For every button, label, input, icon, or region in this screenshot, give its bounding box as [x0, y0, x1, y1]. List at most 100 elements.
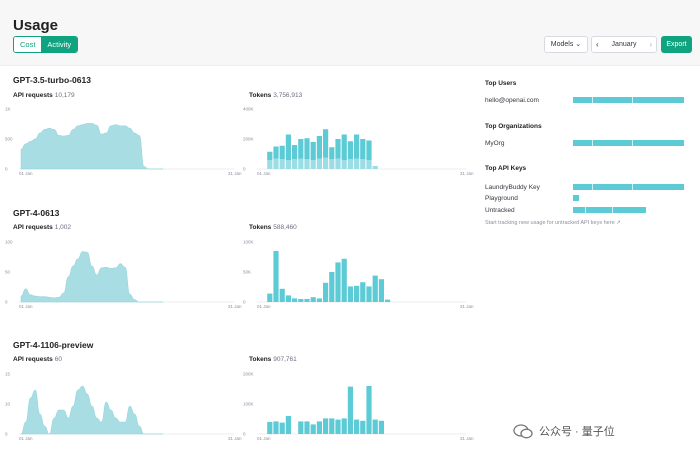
chart-label-tokens: Tokens 907,761	[249, 356, 297, 363]
org-usage-bar	[573, 140, 684, 146]
bar-segment-divider	[592, 97, 593, 103]
bar	[267, 293, 273, 302]
y-tick-label: 0	[243, 167, 246, 172]
bar	[292, 159, 298, 169]
bar	[273, 421, 279, 434]
bar-segment-divider	[585, 207, 586, 213]
section-title: GPT-4-1106-preview	[13, 340, 94, 350]
y-tick-label: 100	[5, 240, 13, 245]
bar	[292, 145, 298, 160]
chart-total: 60	[54, 356, 62, 363]
export-button[interactable]: Export	[661, 36, 692, 53]
user-usage-bar	[573, 97, 684, 103]
bar	[347, 286, 353, 302]
month-selector: ‹ January ›	[591, 36, 657, 53]
chart-label-requests: API requests 10,179	[13, 92, 75, 99]
bar	[354, 419, 360, 434]
x-tick-label: 01 Jan	[19, 171, 33, 176]
wechat-icon	[513, 423, 533, 438]
bar	[347, 386, 353, 434]
api-requests-chart: 15 10 0 01 Jan 31 Jan	[5, 372, 242, 442]
bar-segment-divider	[632, 140, 633, 146]
bar	[323, 418, 329, 434]
y-tick-label: 50	[5, 270, 11, 275]
bar	[366, 286, 372, 302]
bar	[267, 151, 273, 160]
bar	[347, 159, 353, 169]
y-tick-label: 0	[5, 432, 8, 437]
bar	[310, 424, 316, 434]
bar	[273, 158, 279, 169]
bar-segment-divider	[632, 184, 633, 190]
models-dropdown[interactable]: Models ⌄	[544, 36, 588, 53]
untracked-keys-link[interactable]: Start tracking new usage for untracked A…	[485, 220, 621, 226]
y-tick-label: 200K	[243, 372, 254, 377]
user-row-label: hello@openai.com	[485, 97, 539, 104]
bar	[267, 422, 273, 434]
chart-total: 3,756,913	[273, 92, 303, 99]
bar	[285, 134, 291, 160]
bar-segment-divider	[592, 184, 593, 190]
bar	[366, 386, 372, 434]
chart-total: 907,761	[273, 356, 297, 363]
bar	[335, 262, 341, 302]
key-usage-bar	[573, 207, 646, 213]
top-orgs-heading: Top Organizations	[485, 123, 542, 130]
tab-cost[interactable]: Cost	[14, 37, 42, 52]
x-tick-label: 31 Jan	[228, 171, 242, 176]
chart-title: Tokens	[249, 224, 272, 231]
bar	[323, 282, 329, 302]
chart-total: 588,460	[273, 224, 297, 231]
bar	[378, 279, 384, 302]
bar	[292, 298, 298, 302]
tokens-chart: 100K 50K 0 01 Jan 31 Jan	[243, 240, 474, 310]
chart-label-tokens: Tokens 3,756,913	[249, 92, 302, 99]
bar	[341, 418, 347, 434]
bar	[385, 299, 391, 302]
y-tick-label: 15	[5, 372, 11, 377]
bar	[279, 422, 285, 434]
chart-title: API requests	[13, 92, 53, 99]
bar	[372, 275, 378, 302]
bar	[267, 160, 273, 169]
watermark: 公众号 · 量子位	[513, 421, 615, 441]
bar	[304, 159, 310, 169]
series-area	[20, 251, 163, 303]
x-tick-label: 01 Jan	[257, 436, 271, 441]
y-tick-label: 50K	[243, 270, 251, 275]
bar	[316, 136, 322, 159]
chart-title: API requests	[13, 224, 53, 231]
bar	[329, 159, 335, 169]
top-keys-heading: Top API Keys	[485, 165, 527, 172]
chevron-right-icon[interactable]: ›	[649, 40, 652, 49]
bar-segment-divider	[592, 140, 593, 146]
bar	[378, 420, 384, 434]
y-tick-label: 100K	[243, 402, 254, 407]
bar	[329, 418, 335, 434]
bar	[316, 158, 322, 169]
bar	[372, 419, 378, 434]
y-tick-label: 1K	[5, 107, 11, 112]
bar	[329, 147, 335, 160]
x-tick-label: 31 Jan	[460, 304, 474, 309]
bar	[372, 166, 378, 169]
tokens-chart: 400K 200K 0 01 Jan 31 Jan	[243, 107, 474, 177]
bar	[273, 146, 279, 159]
bar	[304, 421, 310, 434]
key-row-label: Untracked	[485, 207, 515, 214]
bar-segment-divider	[632, 97, 633, 103]
series-area	[20, 123, 163, 170]
view-toggle: Cost Activity	[13, 36, 79, 53]
chevron-left-icon[interactable]: ‹	[596, 40, 599, 49]
x-tick-label: 01 Jan	[257, 304, 271, 309]
bar	[354, 285, 360, 302]
tab-activity[interactable]: Activity	[41, 37, 78, 52]
chart-title: API requests	[13, 356, 53, 363]
bar	[304, 299, 310, 302]
y-tick-label: 200K	[243, 137, 254, 142]
x-tick-label: 31 Jan	[228, 436, 242, 441]
bar	[279, 288, 285, 302]
chart-total: 10,179	[54, 92, 75, 99]
y-tick-label: 10	[5, 402, 11, 407]
bar	[354, 134, 360, 159]
